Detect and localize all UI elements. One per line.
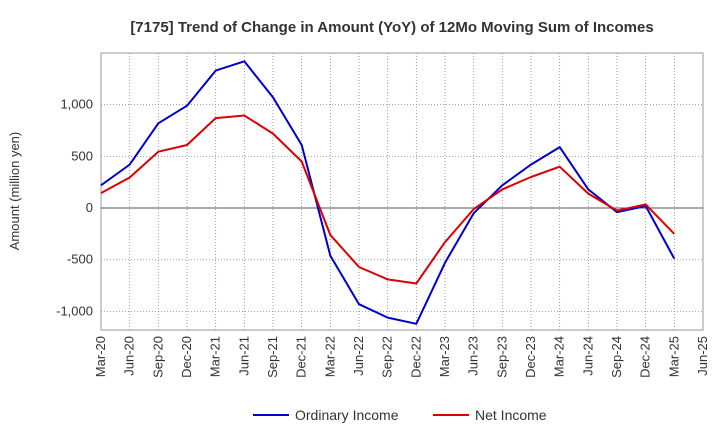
y-axis-label: Amount (million yen) [7,132,22,251]
legend-label: Ordinary Income [295,407,399,423]
x-tick-label: Dec-22 [408,336,423,378]
x-tick-label: Jun-20 [122,336,137,376]
legend: Ordinary Income Net Income [253,407,547,423]
x-tick-label: Mar-23 [437,336,452,377]
x-tick-label: Dec-20 [179,336,194,378]
x-tick-label: Mar-22 [322,336,337,377]
series-line-ordinary-income [100,60,676,325]
x-tick-label: Dec-21 [294,336,309,378]
x-tick-label: Dec-24 [638,336,653,378]
y-tick-label: -1,000 [56,303,93,318]
x-tick-label: Mar-24 [552,336,567,377]
series-line-net-income [100,114,676,285]
plot-area [100,52,704,331]
x-tick-label: Sep-20 [150,336,165,378]
y-tick-label: 0 [86,200,93,215]
y-tick-label: 1,000 [60,97,93,112]
x-tick-label: Jun-22 [351,336,366,376]
x-tick-label: Sep-24 [609,336,624,378]
x-tick-label: Mar-25 [666,336,681,377]
grid [101,53,703,330]
series-group [100,60,676,325]
x-tick-label: Sep-21 [265,336,280,378]
x-tick-label: Mar-21 [208,336,223,377]
x-tick-label: Jun-21 [236,336,251,376]
y-tick-label: -500 [67,252,93,267]
y-axis-ticks: -1,000 -500 0 500 1,000 [56,97,93,319]
x-tick-label: Jun-23 [466,336,481,376]
x-tick-label: Sep-22 [380,336,395,378]
x-tick-label: Jun-24 [580,336,595,376]
legend-label: Net Income [475,407,547,423]
x-tick-label: Dec-23 [523,336,538,378]
x-axis-ticks: Mar-20 Jun-20 Sep-20 Dec-20 Mar-21 Jun-21 Sep-… [93,336,710,378]
x-tick-label: Mar-20 [93,336,108,377]
x-tick-label: Jun-25 [695,336,710,376]
x-tick-label: Sep-23 [494,336,509,378]
chart-title: [7175] Trend of Change in Amount (YoY) o… [130,19,653,36]
y-tick-label: 500 [71,148,93,163]
